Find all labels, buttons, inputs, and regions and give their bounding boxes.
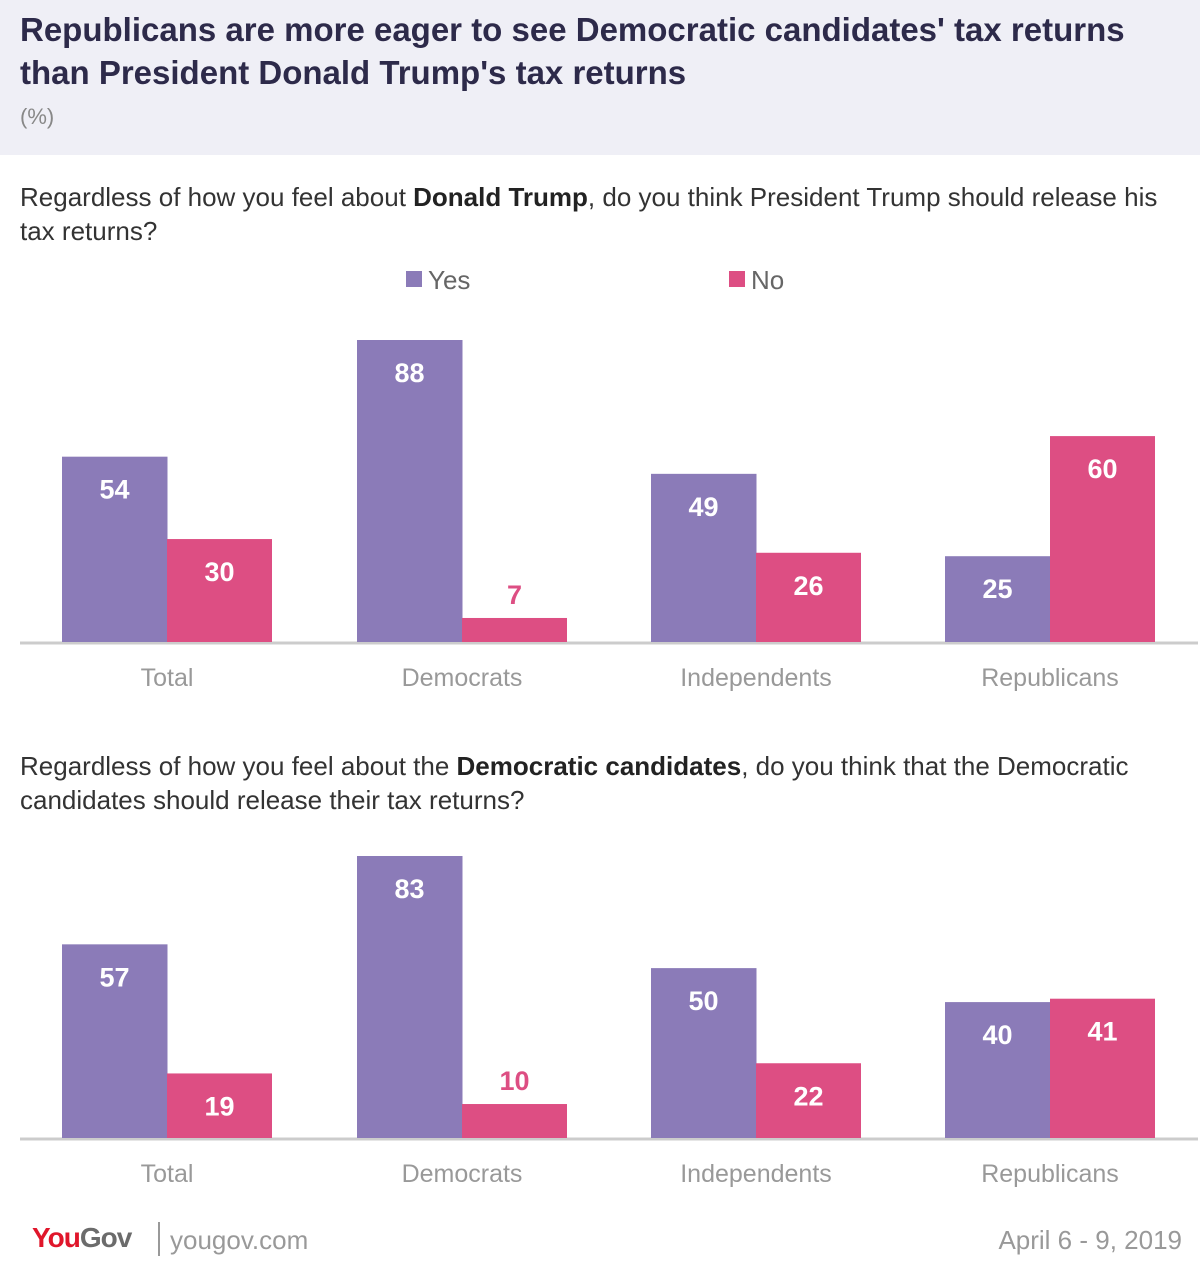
chart-trump-tax-returns: 54 30 Total 88 7 Democrats 49 26 Independents 25 6… [20,340,1198,692]
label-republicans-yes: 25 [982,574,1012,604]
bar-total-yes [62,456,168,642]
question-2-post: , do you think that the Democratic candi… [20,751,1129,815]
category-total: Total [141,1160,194,1188]
label-total-yes: 54 [99,475,129,505]
label-independents-yes: 49 [688,492,718,522]
bar-total-yes [62,944,168,1138]
category-independents: Independents [680,1160,832,1188]
bar-democrats-no [462,617,567,642]
question-1: Regardless of how you feel about Donald … [20,180,1180,248]
footer-date: April 6 - 9, 2019 [998,1225,1182,1255]
bar-independents-no [756,1063,861,1138]
label-republicans-no: 60 [1087,454,1117,484]
question-2-pre: Regardless of how you feel about the [20,751,457,781]
bar-total-no [167,1073,272,1138]
label-total-no: 30 [204,557,234,587]
category-republicans: Republicans [981,664,1119,692]
bar-republicans-no [1050,998,1155,1138]
question-2: Regardless of how you feel about the Dem… [20,749,1180,817]
bar-independents-yes [651,473,757,642]
category-democrats: Democrats [402,1160,523,1188]
bar-republicans-no [1050,436,1155,642]
category-republicans: Republicans [981,1160,1119,1188]
legend-no-label: No [751,265,785,295]
question-2-bold: Democratic candidates [456,751,742,781]
question-1-post: , do you think President Trump should re… [20,182,1158,246]
header-band: Republicans are more eager to see Democr… [0,0,1200,155]
label-total-no: 19 [204,1091,234,1121]
chart-title: Republicans are more eager to see Democr… [20,11,1125,91]
bar-total-no [167,539,272,642]
label-democrats-no: 10 [499,1066,529,1096]
question-1-bold: Donald Trump [413,182,588,212]
bar-independents-no [756,552,861,642]
chart-subtitle: (%) [20,104,55,129]
question-1-pre: Regardless of how you feel about [20,182,414,212]
label-democrats-no: 7 [507,580,522,610]
bar-independents-yes [651,968,757,1138]
label-total-yes: 57 [99,962,129,992]
yougov-logo: YouGov [32,1222,132,1253]
bar-republicans-yes [945,1002,1051,1138]
footer-url[interactable]: yougov.com [170,1225,309,1255]
bar-democrats-yes [357,340,463,642]
label-independents-yes: 50 [688,986,718,1016]
bar-republicans-yes [945,556,1051,642]
label-democrats-yes: 83 [394,874,424,904]
footer-divider [158,1222,160,1256]
category-total: Total [141,664,194,692]
chart-democratic-tax-returns: 57 19 Total 83 10 Democrats 50 22 Independents 40… [20,856,1198,1188]
bar-democrats-no [462,1104,567,1138]
category-independents: Independents [680,664,832,692]
bar-democrats-yes [357,856,463,1138]
label-republicans-yes: 40 [982,1020,1012,1050]
legend-yes-swatch [406,271,422,287]
label-independents-no: 22 [793,1081,823,1111]
label-independents-no: 26 [793,571,823,601]
legend-no-swatch [729,271,745,287]
legend-no: No [729,265,784,296]
legend-yes-label: Yes [428,265,471,295]
category-democrats: Democrats [402,664,523,692]
label-republicans-no: 41 [1087,1017,1117,1047]
legend-yes: Yes [406,265,470,296]
label-democrats-yes: 88 [394,358,424,388]
